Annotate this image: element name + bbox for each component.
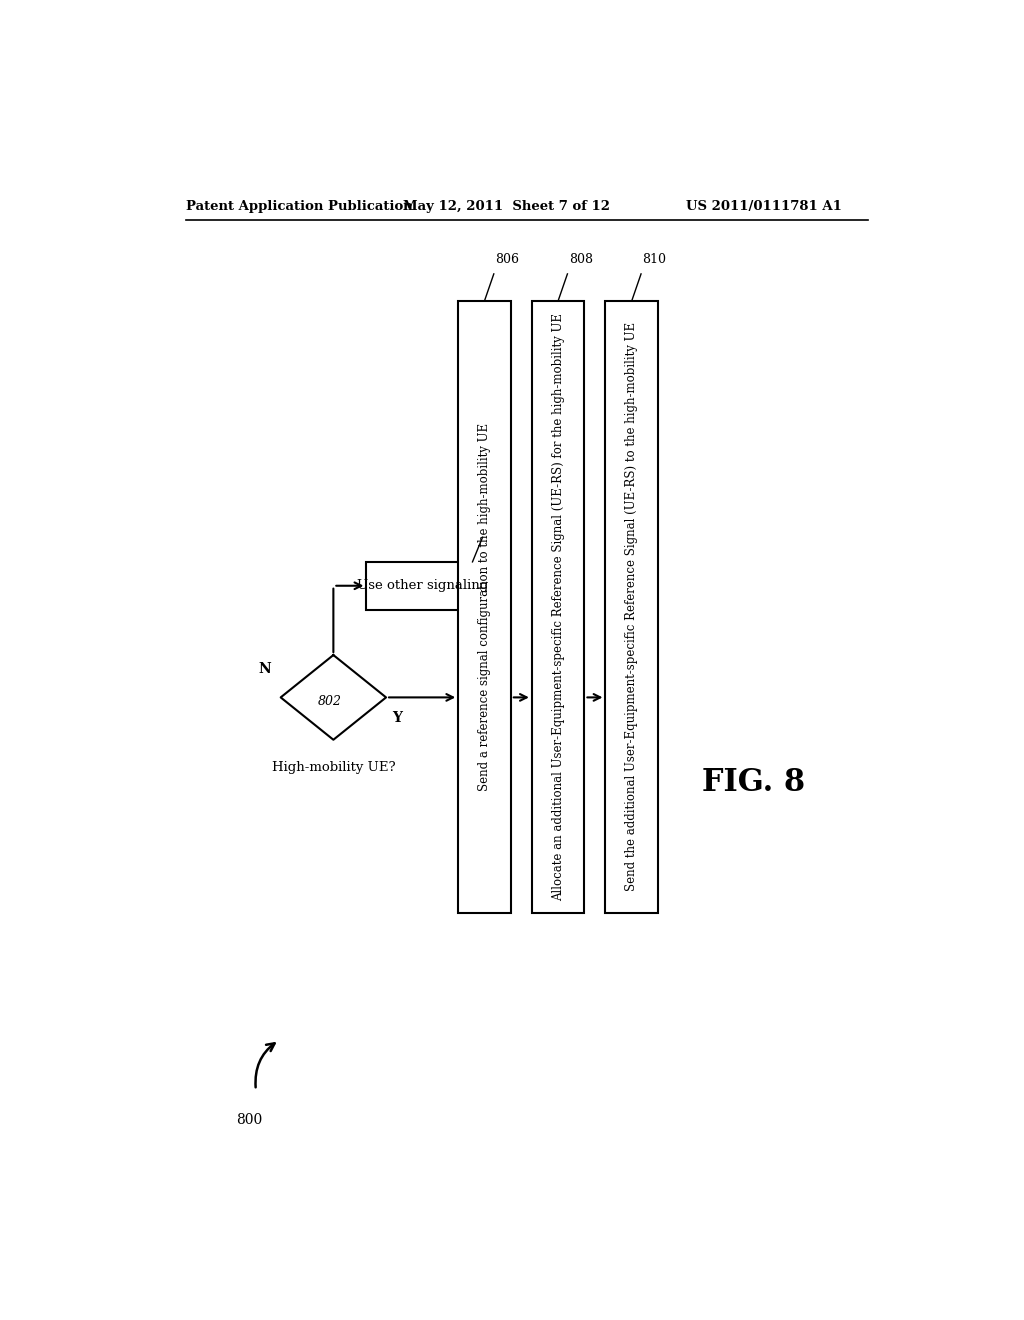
Text: 806: 806 [496,253,519,267]
Text: 808: 808 [569,253,593,267]
Text: Send a reference signal configuration to the high-mobility UE: Send a reference signal configuration to… [478,422,490,791]
Text: US 2011/0111781 A1: US 2011/0111781 A1 [686,199,842,213]
Bar [367,562,478,610]
Text: N: N [259,661,271,676]
Text: FIG. 8: FIG. 8 [701,767,805,797]
Text: Y: Y [392,711,402,725]
Text: 810: 810 [643,253,667,267]
Text: High-mobility UE?: High-mobility UE? [271,762,395,775]
Text: 804: 804 [486,520,510,533]
Polygon shape [281,655,386,739]
Bar [605,301,658,913]
Text: 800: 800 [237,1113,263,1127]
Text: Send the additional User-Equipment-specific Reference Signal (UE-RS) to the high: Send the additional User-Equipment-speci… [626,322,638,891]
Text: Use other signaling: Use other signaling [357,579,488,593]
Text: 802: 802 [317,694,341,708]
Text: Patent Application Publication: Patent Application Publication [186,199,413,213]
Text: May 12, 2011  Sheet 7 of 12: May 12, 2011 Sheet 7 of 12 [403,199,610,213]
Bar [531,301,585,913]
Bar [458,301,511,913]
Text: Allocate an additional User-Equipment-specific Reference Signal (UE-RS) for the : Allocate an additional User-Equipment-sp… [552,313,564,902]
